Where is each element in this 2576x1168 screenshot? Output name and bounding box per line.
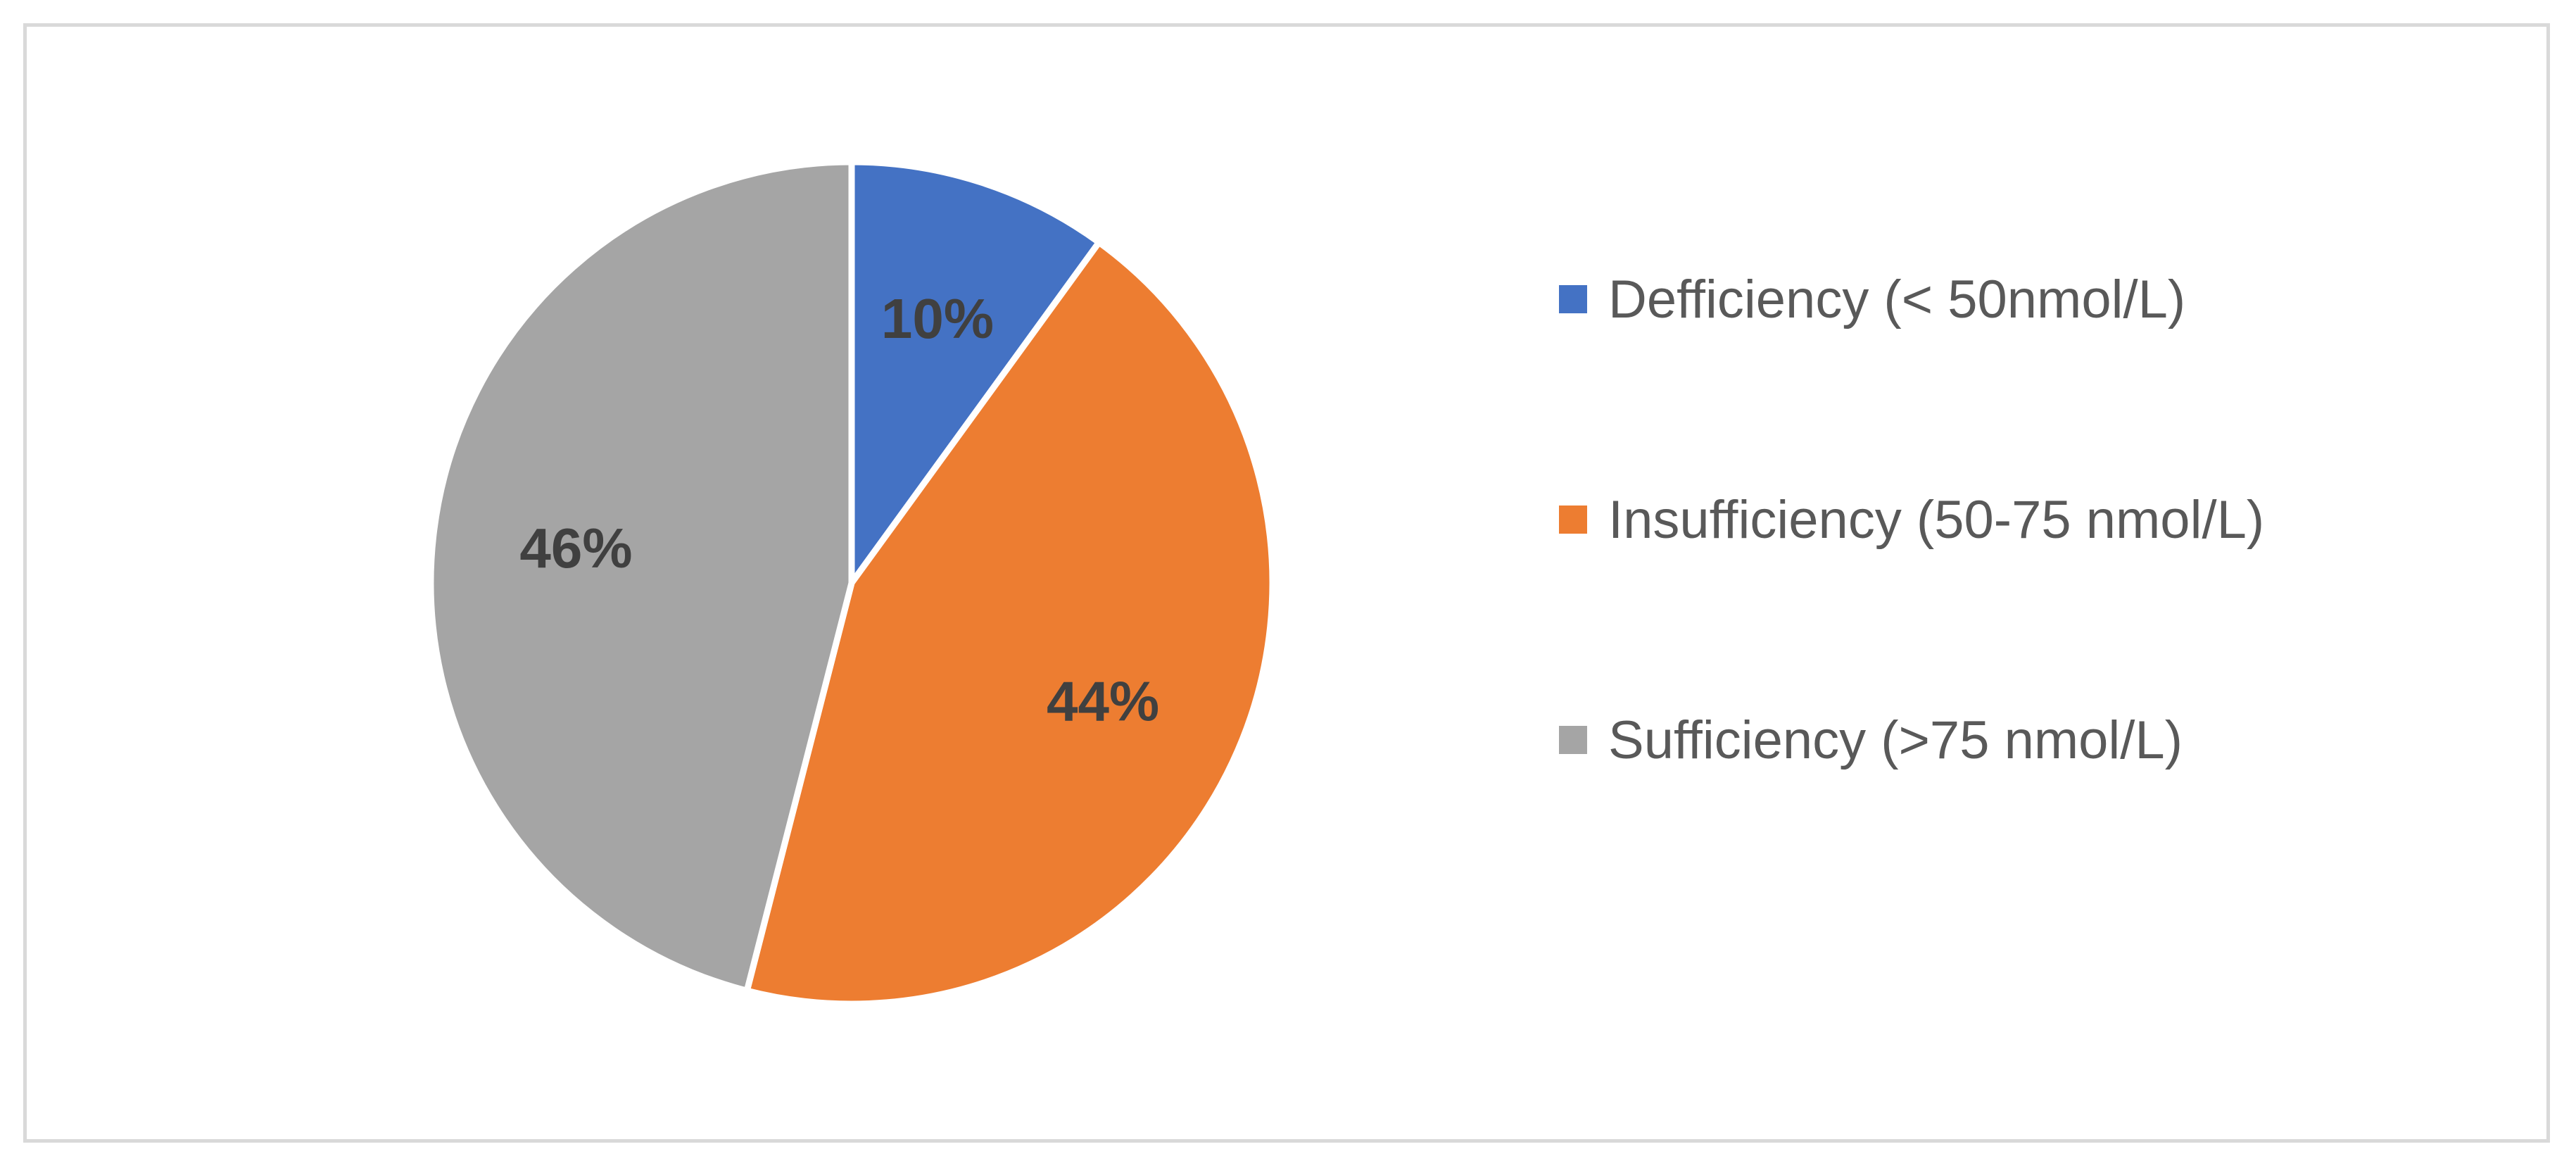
data-label-defficiency: 10% xyxy=(881,287,994,350)
legend-label-insufficiency: Insufficiency (50-75 nmol/L) xyxy=(1608,489,2265,550)
pie-slice-insufficiency[interactable] xyxy=(743,239,1276,1007)
legend-swatch-insufficiency xyxy=(1559,505,1587,534)
legend-label-defficiency: Defficiency (< 50nmol/L) xyxy=(1608,269,2186,329)
pie-data-labels: 10% 44% 46% xyxy=(519,287,1159,732)
legend-item-insufficiency[interactable]: Insufficiency (50-75 nmol/L) xyxy=(1559,477,2264,562)
pie-slice-sufficiency[interactable] xyxy=(427,158,855,994)
legend-item-defficiency[interactable]: Defficiency (< 50nmol/L) xyxy=(1559,257,2264,341)
pie-slices xyxy=(427,158,1276,1007)
legend-label-sufficiency: Sufficiency (>75 nmol/L) xyxy=(1608,710,2183,770)
pie-slice-defficiency[interactable] xyxy=(848,158,1102,586)
data-label-insufficiency: 44% xyxy=(1047,670,1159,733)
legend: Defficiency (< 50nmol/L) Insufficiency (… xyxy=(1559,257,2264,918)
data-label-sufficiency: 46% xyxy=(519,517,632,579)
legend-swatch-defficiency xyxy=(1559,285,1587,313)
legend-swatch-sufficiency xyxy=(1559,726,1587,754)
legend-item-sufficiency[interactable]: Sufficiency (>75 nmol/L) xyxy=(1559,698,2264,782)
